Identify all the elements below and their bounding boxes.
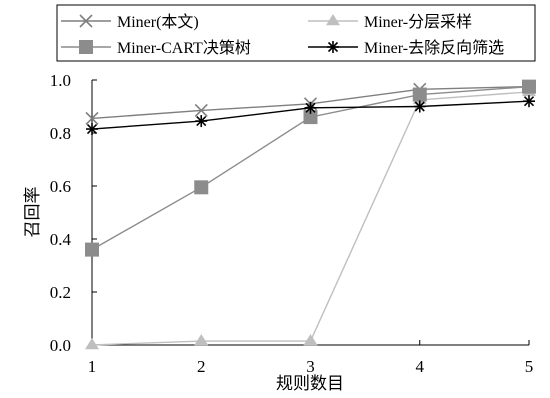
legend-symbol-triangle-icon	[308, 14, 358, 26]
legend-marker-2	[79, 40, 93, 54]
legend-label-2: Miner-CART决策树	[117, 39, 251, 57]
legend: Miner(本文) Miner-分层采样 Miner-CART决策树 Miner…	[56, 4, 536, 62]
legend-frame	[56, 4, 536, 62]
legend-symbol-square-icon	[61, 40, 111, 54]
legend-item-3: Miner-去除反向筛选	[308, 38, 504, 57]
data-point-1-0	[85, 338, 99, 350]
data-point-2-1	[194, 180, 209, 195]
x-tick-label: 4	[416, 357, 425, 376]
x-tick-label: 5	[525, 357, 534, 376]
legend-label-1: Miner-分层采样	[364, 13, 472, 31]
data-point-2-4	[522, 79, 536, 94]
data-point-0-1	[194, 103, 208, 118]
legend-item-2: Miner-CART决策树	[61, 39, 251, 57]
y-tick-label: 0.2	[50, 283, 71, 302]
legend-label-3: Miner-去除反向筛选	[364, 38, 504, 57]
y-tick-label: 0.6	[50, 177, 71, 196]
data-point-3-3	[413, 100, 426, 113]
legend-item-1: Miner-分层采样	[308, 13, 472, 31]
data-point-3-0	[86, 123, 98, 136]
series-3	[86, 95, 535, 136]
data-point-3-4	[523, 95, 535, 108]
data-point-2-3	[412, 87, 427, 102]
series-2	[85, 79, 536, 257]
data-point-1-1	[194, 334, 209, 346]
x-tick-label: 3	[306, 357, 315, 376]
legend-marker-3	[327, 41, 339, 53]
legend-marker-1	[326, 14, 340, 26]
y-tick-label: 0.0	[50, 336, 71, 355]
legend-item-0: Miner(本文)	[61, 13, 199, 31]
y-ticks: 0.0 0.2 0.4 0.6 0.8 1.0	[50, 71, 97, 355]
y-tick-label: 0.4	[50, 230, 72, 249]
legend-symbol-x-icon	[61, 14, 111, 28]
data-point-1-2	[303, 334, 318, 346]
data-point-3-1	[195, 115, 208, 128]
axes: 0.0 0.2 0.4 0.6 0.8 1.0 1 2 3 4 5	[50, 71, 534, 376]
series-layer	[85, 79, 536, 350]
legend-marker-0	[79, 14, 93, 28]
y-tick-label: 1.0	[50, 71, 71, 90]
data-point-2-0	[85, 242, 99, 257]
x-tick-label: 1	[88, 357, 97, 376]
legend-symbol-star-icon	[308, 41, 358, 53]
series-line-1	[91, 91, 530, 346]
x-tick-label: 2	[197, 357, 206, 376]
data-point-0-0	[85, 111, 99, 125]
data-point-2-2	[303, 110, 318, 125]
y-tick-label: 0.8	[50, 124, 71, 143]
data-point-3-2	[304, 101, 317, 114]
legend-label-0: Miner(本文)	[117, 13, 199, 31]
x-axis-title: 规则数目	[276, 374, 344, 393]
y-axis-title: 召回率	[23, 187, 42, 238]
